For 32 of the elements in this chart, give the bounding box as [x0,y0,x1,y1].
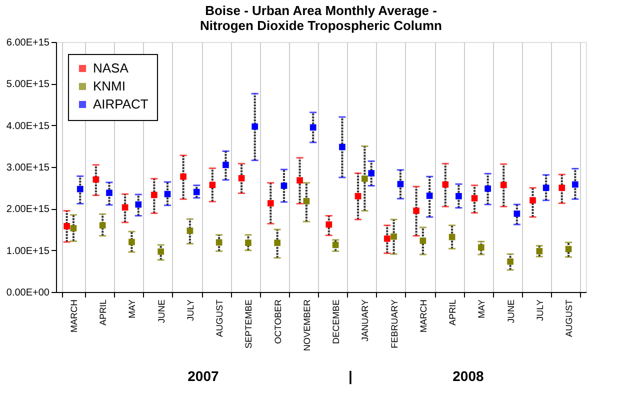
x-tick-label: JULY [534,300,545,321]
x-tick-label: AUGUST [214,299,225,338]
legend-label: AIRPACT [93,96,148,112]
y-tick-label: 0.00E+00 [6,288,50,298]
x-tick-label: OCTOBER [272,299,283,344]
text: 2008 [452,368,484,384]
x-tick-label: JUNE [156,300,166,324]
x-tick-label: JUNE [506,300,516,324]
x-tick-label: APRIL [98,300,108,326]
x-tick-label: JANUARY [360,300,370,342]
x-tick-label: SEPTEMBE [244,300,254,349]
x-tick-label: MAY [127,300,138,318]
x-tick-label: APRIL [448,300,458,326]
text: | [348,368,352,385]
y-tick-label: 3.00E+15 [6,162,50,174]
y-tick-label: 2.00E+15 [6,204,50,216]
chart-title: Boise - Urban Area Monthly Average - Nitrogen Dioxide Tropospheric Column [200,3,442,33]
x-tick-label: AUGUST [564,299,574,338]
legend-label: KNMI [93,78,126,94]
x-tick-label: MARCH [68,300,79,332]
x-tick-label: MAY [476,300,487,318]
legend-label: NASA [93,60,129,76]
x-tick-label: MARCH [418,300,428,332]
y-tick-label: 1.00E+15 [6,246,50,257]
y-tick-label: 4.00E+15 [6,120,50,132]
x-tick-label: DECEMBE [331,300,342,344]
x-tick-label: NOVEMBER [302,299,312,352]
x-tick-label: FEBRUARY [389,300,400,348]
y-tick-label: 5.00E+15 [6,79,50,90]
text: 2007 [188,368,220,384]
y-tick-label: 6.00E+15 [6,38,50,48]
x-tick-label: JULY [185,300,196,321]
